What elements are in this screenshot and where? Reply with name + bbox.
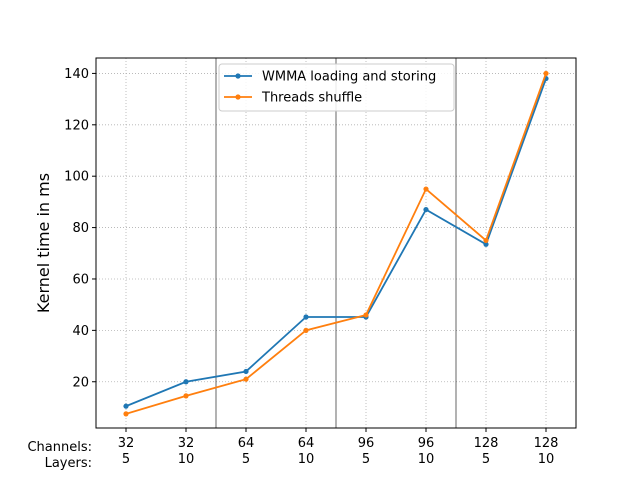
- x-tick-label: 96: [418, 436, 435, 451]
- x-tick-label: 32: [178, 436, 195, 451]
- y-tick-label: 40: [72, 324, 89, 339]
- legend-box: [218, 63, 455, 112]
- y-tick-label: 20: [72, 375, 89, 390]
- data-point: [123, 403, 129, 409]
- legend-swatch-marker: [235, 73, 241, 79]
- legend: WMMA loading and storing Threads shuffle: [218, 63, 455, 112]
- data-point: [243, 376, 249, 382]
- y-tick-label: 140: [64, 67, 89, 82]
- data-point: [183, 379, 189, 385]
- legend-swatch-marker: [235, 94, 241, 100]
- y-tick-label: 100: [64, 170, 89, 185]
- x-tick-label: 128: [534, 436, 559, 451]
- data-point: [423, 186, 429, 192]
- x-row-header: Channels:: [27, 440, 92, 455]
- x-tick-label: 10: [538, 452, 555, 467]
- y-tick-label: 80: [72, 221, 89, 236]
- series-line: [125, 73, 547, 415]
- x-tick-label: 10: [298, 452, 315, 467]
- x-tick-label: 64: [298, 436, 315, 451]
- legend-entry: Threads shuffle: [261, 91, 362, 106]
- y-tick-label: 120: [64, 118, 89, 133]
- x-tick-label: 5: [362, 452, 370, 467]
- x-tick-label: 10: [418, 452, 435, 467]
- x-tick-label: 32: [118, 436, 135, 451]
- series-lines: [123, 70, 549, 417]
- data-point: [483, 241, 489, 247]
- x-tick-label: 5: [122, 452, 130, 467]
- x-tick-label: 5: [482, 452, 490, 467]
- x-axis: 325321064564109659610128512810Channels:L…: [27, 428, 558, 471]
- data-point: [303, 314, 309, 320]
- data-point: [543, 70, 549, 77]
- legend-entry: WMMA loading and storing: [262, 70, 436, 85]
- x-row-header: Layers:: [45, 456, 92, 471]
- group-separators: [215, 58, 457, 428]
- x-tick-label: 10: [178, 452, 195, 467]
- data-point: [483, 237, 489, 244]
- x-tick-label: 128: [474, 436, 499, 451]
- x-tick-label: 96: [358, 436, 375, 451]
- data-point: [423, 206, 429, 213]
- y-axis: 20 40 60 80 100 120 140: [64, 67, 96, 390]
- x-tick-label: 64: [238, 436, 255, 451]
- y-tick-label: 60: [72, 272, 89, 287]
- data-point: [363, 312, 369, 318]
- data-point: [243, 368, 249, 375]
- plot-frame: [95, 57, 577, 429]
- data-point: [123, 411, 129, 417]
- data-point: [183, 393, 189, 399]
- x-tick-label: 5: [242, 452, 250, 467]
- series-line: [125, 78, 547, 407]
- data-point: [303, 327, 309, 333]
- y-axis-label: Kernel time in ms: [34, 173, 53, 313]
